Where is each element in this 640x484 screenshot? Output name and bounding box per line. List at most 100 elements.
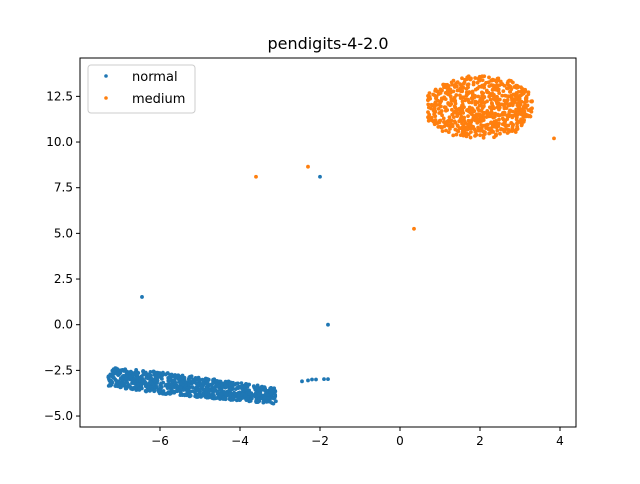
- scatter-point: [248, 399, 253, 403]
- scatter-point: [448, 91, 453, 95]
- scatter-point: [306, 164, 310, 169]
- scatter-point: [505, 86, 510, 91]
- scatter-point: [518, 93, 523, 98]
- scatter-point: [499, 102, 504, 107]
- scatter-point: [478, 133, 483, 138]
- scatter-point: [510, 126, 515, 131]
- scatter-point: [514, 117, 519, 122]
- scatter-point: [523, 97, 528, 102]
- scatter-point: [466, 114, 470, 119]
- scatter-point: [239, 396, 244, 401]
- scatter-point: [251, 384, 256, 389]
- scatter-point: [109, 379, 114, 383]
- scatter-point: [497, 113, 502, 118]
- scatter-point: [479, 96, 483, 101]
- scatter-point: [234, 398, 239, 403]
- scatter-point: [439, 104, 443, 109]
- scatter-point: [215, 384, 220, 388]
- scatter-point: [159, 381, 164, 386]
- scatter-point: [528, 114, 533, 119]
- scatter-point: [123, 386, 128, 391]
- scatter-point: [473, 99, 478, 104]
- scatter-point: [431, 119, 436, 124]
- scatter-point: [240, 392, 245, 397]
- scatter-point: [143, 372, 148, 377]
- scatter-point: [446, 130, 451, 134]
- scatter-point: [443, 91, 448, 95]
- y-tick-label: 7.5: [54, 181, 73, 195]
- scatter-point: [453, 101, 458, 106]
- scatter-point: [469, 106, 474, 111]
- scatter-point: [239, 384, 244, 389]
- scatter-point: [245, 382, 250, 387]
- scatter-point: [157, 371, 162, 375]
- scatter-point: [498, 79, 503, 84]
- scatter-point: [480, 78, 485, 83]
- x-tick-label: −2: [311, 434, 329, 448]
- scatter-point: [513, 129, 518, 134]
- scatter-point: [215, 379, 219, 383]
- y-tick-label: 5.0: [54, 226, 73, 240]
- scatter-point: [494, 79, 499, 84]
- scatter-point: [470, 100, 474, 105]
- scatter-point: [453, 98, 458, 103]
- scatter-point: [211, 377, 216, 382]
- scatter-point: [156, 374, 161, 379]
- scatter-point: [152, 388, 157, 392]
- scatter-point: [122, 381, 127, 385]
- scatter-point: [473, 87, 478, 92]
- scatter-point: [106, 384, 111, 388]
- scatter-point: [199, 384, 204, 389]
- scatter-point: [195, 388, 199, 392]
- scatter-point: [178, 386, 183, 391]
- scatter-point: [205, 377, 210, 381]
- scatter-point: [427, 117, 432, 121]
- scatter-point: [438, 91, 443, 95]
- y-tick-label: 10.0: [46, 135, 73, 149]
- scatter-point: [521, 119, 526, 124]
- x-tick-label: 2: [476, 434, 484, 448]
- scatter-point: [263, 388, 268, 392]
- scatter-point: [125, 380, 130, 385]
- scatter-point: [510, 103, 515, 108]
- scatter-point: [479, 115, 483, 120]
- scatter-point: [440, 96, 444, 101]
- scatter-point: [433, 110, 438, 114]
- scatter-point: [473, 102, 478, 107]
- scatter-point: [507, 103, 512, 108]
- scatter-point: [462, 129, 467, 134]
- scatter-point: [497, 117, 501, 122]
- scatter-point: [146, 376, 150, 381]
- scatter-point: [451, 115, 456, 120]
- scatter-point: [480, 74, 485, 79]
- scatter-point: [149, 376, 153, 380]
- scatter-point: [190, 385, 195, 390]
- scatter-point: [471, 113, 476, 118]
- legend-box: [87, 64, 196, 114]
- scatter-point: [254, 174, 258, 179]
- scatter-point: [460, 99, 465, 104]
- series-normal: [106, 174, 330, 406]
- scatter-point: [219, 382, 224, 387]
- scatter-point: [498, 131, 502, 136]
- scatter-point: [200, 392, 205, 397]
- scatter-point: [479, 126, 484, 131]
- scatter-point: [223, 396, 227, 401]
- scatter-point: [326, 377, 330, 382]
- scatter-point: [436, 106, 441, 111]
- scatter-point: [455, 88, 460, 93]
- scatter-point: [471, 82, 476, 87]
- scatter-point: [519, 117, 523, 122]
- scatter-point: [211, 387, 216, 392]
- scatter-point: [503, 119, 508, 124]
- scatter-point: [141, 380, 145, 384]
- scatter-point: [447, 115, 452, 120]
- scatter-point: [526, 108, 531, 112]
- scatter-point: [503, 122, 507, 127]
- scatter-point: [128, 370, 133, 375]
- scatter-point: [427, 94, 432, 99]
- scatter-point: [131, 373, 136, 378]
- scatter-point: [154, 375, 158, 380]
- scatter-point: [493, 124, 498, 129]
